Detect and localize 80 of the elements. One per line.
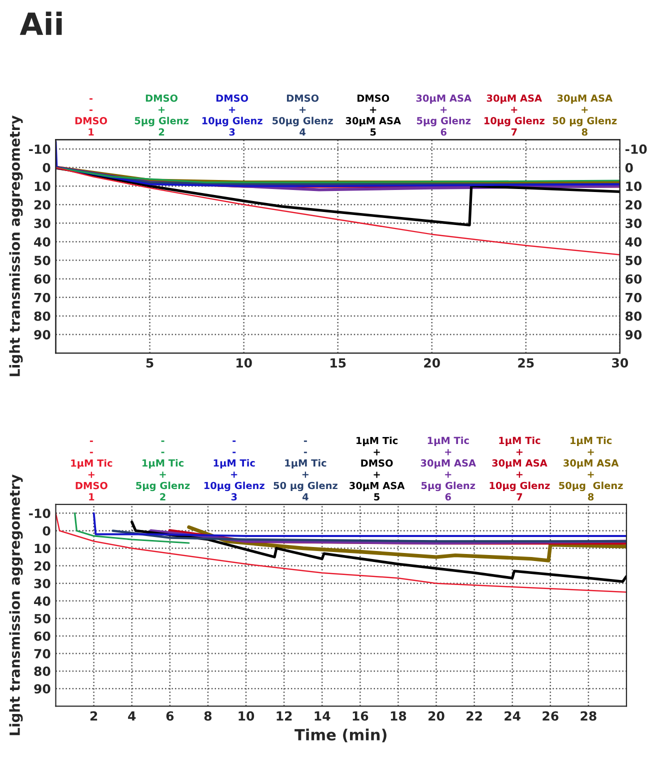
text: - - DMSO 1	[75, 98, 108, 136]
x-tick-label: 28	[580, 711, 596, 721]
x-tick-label: 24	[504, 711, 520, 721]
y-axis-title: Light transmission aggregometry	[9, 474, 23, 736]
x-tick-label: 12	[276, 711, 292, 721]
y-tick-label: 50	[34, 256, 50, 266]
line-series	[187, 525, 626, 562]
y2-tick-label: 50	[626, 256, 642, 266]
line-series	[112, 530, 626, 542]
x-tick-label: 30	[612, 358, 628, 368]
y-tick-label: 70	[34, 649, 50, 658]
line-series	[130, 520, 626, 583]
x-tick-label: 2	[90, 711, 98, 721]
y-tick-label: 90	[34, 330, 50, 340]
y-tick-label: 30	[34, 218, 50, 228]
y-tick-label: -10	[28, 508, 50, 518]
y-tick-label: -10	[28, 144, 50, 154]
y2-tick-label: -10	[625, 144, 647, 154]
y-tick-label: 10	[34, 544, 50, 554]
text: - - 1µM Tic + DMSO 1	[71, 440, 112, 500]
text: - - 1µM Tic + 10µg Glenz 3	[204, 440, 264, 500]
text: DMSO + 5µg Glenz 2	[134, 94, 188, 136]
y-tick-label: 40	[34, 596, 50, 606]
y-tick-label: 0	[42, 162, 50, 172]
text: 1µM Tic + 30µM ASA + 10µg Glenz 7	[490, 436, 550, 500]
x-tick-label: 20	[424, 358, 440, 368]
y2-tick-label: 40	[625, 237, 642, 247]
text: 30µM ASA + 5µg Glenz 6	[416, 94, 472, 136]
line-series	[56, 512, 626, 593]
x-axis-title: Time (min)	[294, 728, 386, 742]
x-tick-label: 15	[330, 358, 346, 368]
y2-tick-label: 0	[625, 162, 633, 172]
x-tick-label: 8	[204, 711, 212, 721]
y-tick-label: 80	[34, 311, 50, 321]
x-tick-label: 18	[390, 711, 406, 721]
x-tick-label: 25	[518, 358, 534, 368]
x-tick-label: 20	[428, 711, 444, 721]
x-tick-label: 5	[146, 358, 154, 368]
text: DMSO + 10µg Glenz 3	[202, 94, 262, 136]
y-tick-label: 20	[34, 561, 50, 571]
text: 1µM Tic + 30µM ASA + 50µg Glenz 8	[559, 436, 623, 500]
y-tick-label: 70	[34, 292, 50, 302]
text: 30µM ASA + 10µg Glenz 7	[484, 94, 544, 136]
text: 1µM Tic + 30µM ASA + 5µg Glenz 6	[420, 436, 476, 500]
x-tick-label: 10	[238, 711, 254, 721]
y2-tick-label: 60	[626, 274, 642, 284]
x-tick-label: 14	[314, 711, 330, 721]
y-tick-label: 50	[34, 614, 50, 624]
x-tick-label: 22	[466, 711, 482, 721]
y2-tick-label: 30	[626, 218, 642, 228]
y-tick-label: 0	[42, 526, 50, 536]
y-tick-label: 10	[34, 182, 50, 191]
x-tick-label: 26	[542, 711, 558, 721]
y-tick-label: 90	[34, 684, 50, 694]
y2-tick-label: 70	[626, 292, 642, 302]
x-tick-label: 16	[352, 711, 368, 721]
y-tick-label: 80	[34, 666, 50, 676]
text: DMSO + 30µM ASA 5	[346, 94, 401, 136]
x-tick-label: 10	[236, 358, 252, 368]
text: 1µM Tic + DMSO + 30µM ASA 5	[350, 436, 405, 500]
text: - - 1µM Tic + 5µg Glenz 2	[136, 440, 190, 500]
x-tick-label: 4	[128, 711, 136, 721]
line-series	[56, 166, 620, 226]
y-tick-label: 60	[34, 274, 50, 284]
x-tick-label: 6	[166, 711, 174, 721]
line-series	[74, 512, 190, 544]
y2-tick-label: 90	[625, 330, 642, 340]
y2-tick-label: 10	[626, 182, 642, 191]
text: - - 1µM Tic + 50 µg Glenz 4	[274, 440, 338, 500]
y-axis-title: Light transmission aggregometry	[9, 116, 23, 376]
y2-tick-label: 20	[626, 200, 642, 210]
line-series	[56, 166, 620, 256]
y-tick-label: 40	[34, 237, 50, 247]
y-tick-label: 30	[34, 578, 50, 588]
y-tick-label: 20	[34, 200, 50, 210]
text: 30µM ASA + 50 µg Glenz 8	[552, 94, 617, 136]
y2-tick-label: 80	[626, 311, 642, 321]
chart-title: Aii	[20, 12, 62, 35]
text: DMSO + 50µg Glenz 4	[272, 94, 333, 136]
y-tick-label: 60	[34, 631, 50, 641]
